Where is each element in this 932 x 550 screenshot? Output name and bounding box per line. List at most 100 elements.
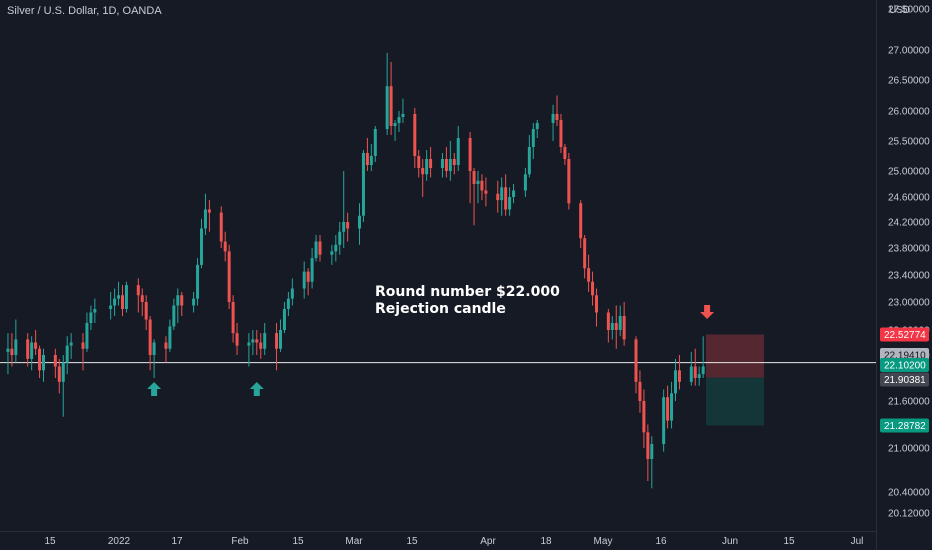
candle-up[interactable] <box>14 319 18 363</box>
candle-down[interactable] <box>555 95 559 127</box>
candle-up[interactable] <box>512 184 516 204</box>
candle-up[interactable] <box>701 336 705 378</box>
candle-up[interactable] <box>401 98 405 123</box>
price-axis[interactable]: USD 27.50000 27.00000 26.50000 26.00000 25.5… <box>888 5 930 520</box>
candle-down[interactable] <box>275 323 279 371</box>
candle-up[interactable] <box>30 336 34 371</box>
candle-up[interactable] <box>397 111 401 132</box>
candle-down[interactable] <box>121 285 124 316</box>
candle-up[interactable] <box>610 316 614 340</box>
candle-up[interactable] <box>42 348 45 382</box>
candle-down[interactable] <box>496 180 500 213</box>
candle-up[interactable] <box>373 126 377 162</box>
candle-down[interactable] <box>444 147 448 178</box>
candle-up[interactable] <box>338 222 342 255</box>
candle-up[interactable] <box>369 144 373 171</box>
candle-down[interactable] <box>559 114 563 153</box>
candle-up[interactable] <box>117 281 121 306</box>
candle-up[interactable] <box>393 120 397 141</box>
candle-up[interactable] <box>531 123 535 159</box>
candle-down[interactable] <box>219 206 223 248</box>
candle-down[interactable] <box>484 177 488 207</box>
candle-down[interactable] <box>38 345 42 378</box>
candle-up[interactable] <box>279 319 282 352</box>
candle-down[interactable] <box>614 305 618 349</box>
candle-down[interactable] <box>642 389 646 449</box>
candle-down[interactable] <box>389 62 393 135</box>
candle-down[interactable] <box>306 268 310 296</box>
candle-down[interactable] <box>53 348 57 378</box>
candle-down[interactable] <box>140 288 144 317</box>
candle-up[interactable] <box>89 305 93 331</box>
candle-down[interactable] <box>606 309 610 343</box>
candle-up[interactable] <box>456 126 460 171</box>
candle-up[interactable] <box>689 351 693 386</box>
candle-down[interactable] <box>413 107 417 168</box>
candle-down[interactable] <box>223 231 227 262</box>
candle-down[interactable] <box>144 295 148 330</box>
candle-down[interactable] <box>164 336 168 363</box>
candle-down[interactable] <box>583 235 587 279</box>
candle-up[interactable] <box>425 150 429 181</box>
candle-up[interactable] <box>662 389 666 452</box>
candle-down[interactable] <box>259 333 263 359</box>
candle-up[interactable] <box>618 305 622 337</box>
candle-up[interactable] <box>302 261 306 299</box>
candle-up[interactable] <box>361 150 365 222</box>
candle-up[interactable] <box>650 436 654 489</box>
candle-up[interactable] <box>61 355 65 417</box>
candle-down[interactable] <box>10 333 14 367</box>
take-profit-zone[interactable] <box>706 377 764 426</box>
candle-up[interactable] <box>251 330 255 355</box>
candle-up[interactable] <box>69 333 73 359</box>
candle-down[interactable] <box>421 159 425 197</box>
candle-up[interactable] <box>342 171 346 248</box>
candle-down[interactable] <box>587 254 591 292</box>
candle-down[interactable] <box>136 278 140 313</box>
candle-down[interactable] <box>148 316 152 371</box>
candle-up[interactable] <box>172 298 176 330</box>
candle-down[interactable] <box>468 132 472 204</box>
stop-loss-zone[interactable] <box>706 334 764 378</box>
candle-up[interactable] <box>282 302 286 334</box>
candle-down[interactable] <box>504 174 508 216</box>
candle-up[interactable] <box>124 281 128 313</box>
candle-down[interactable] <box>429 147 433 178</box>
candle-up[interactable] <box>263 323 267 355</box>
candle-up[interactable] <box>113 288 117 317</box>
candle-down[interactable] <box>417 150 421 178</box>
candle-down[interactable] <box>227 244 231 309</box>
candle-up[interactable] <box>697 366 701 386</box>
candle-up[interactable] <box>152 339 156 378</box>
candle-up[interactable] <box>330 244 334 265</box>
candle-up[interactable] <box>476 171 480 204</box>
candle-up[interactable] <box>247 333 251 367</box>
candle-down[interactable] <box>472 168 476 226</box>
candle-up[interactable] <box>93 298 97 323</box>
candle-down[interactable] <box>207 200 211 232</box>
candle-down[interactable] <box>346 212 350 242</box>
candle-up[interactable] <box>85 312 89 352</box>
candle-up[interactable] <box>314 235 318 262</box>
candle-down[interactable] <box>591 271 595 306</box>
candle-down[interactable] <box>365 138 369 171</box>
candle-up[interactable] <box>674 358 677 401</box>
candle-up[interactable] <box>385 53 389 135</box>
candle-up[interactable] <box>440 153 444 178</box>
candle-down[interactable] <box>638 370 642 413</box>
candle-down[interactable] <box>480 174 484 201</box>
candle-up[interactable] <box>500 177 504 216</box>
candle-down[interactable] <box>677 355 681 390</box>
candle-up[interactable] <box>527 135 531 178</box>
candle-up[interactable] <box>334 235 338 262</box>
candle-up[interactable] <box>200 218 203 269</box>
candle-up[interactable] <box>551 104 555 141</box>
candle-down[interactable] <box>622 302 626 346</box>
candle-down[interactable] <box>34 330 38 355</box>
candle-up[interactable] <box>176 288 180 324</box>
candle-up[interactable] <box>448 141 452 181</box>
candle-down[interactable] <box>579 200 583 248</box>
candle-up[interactable] <box>310 248 314 289</box>
candle-up[interactable] <box>290 278 294 306</box>
